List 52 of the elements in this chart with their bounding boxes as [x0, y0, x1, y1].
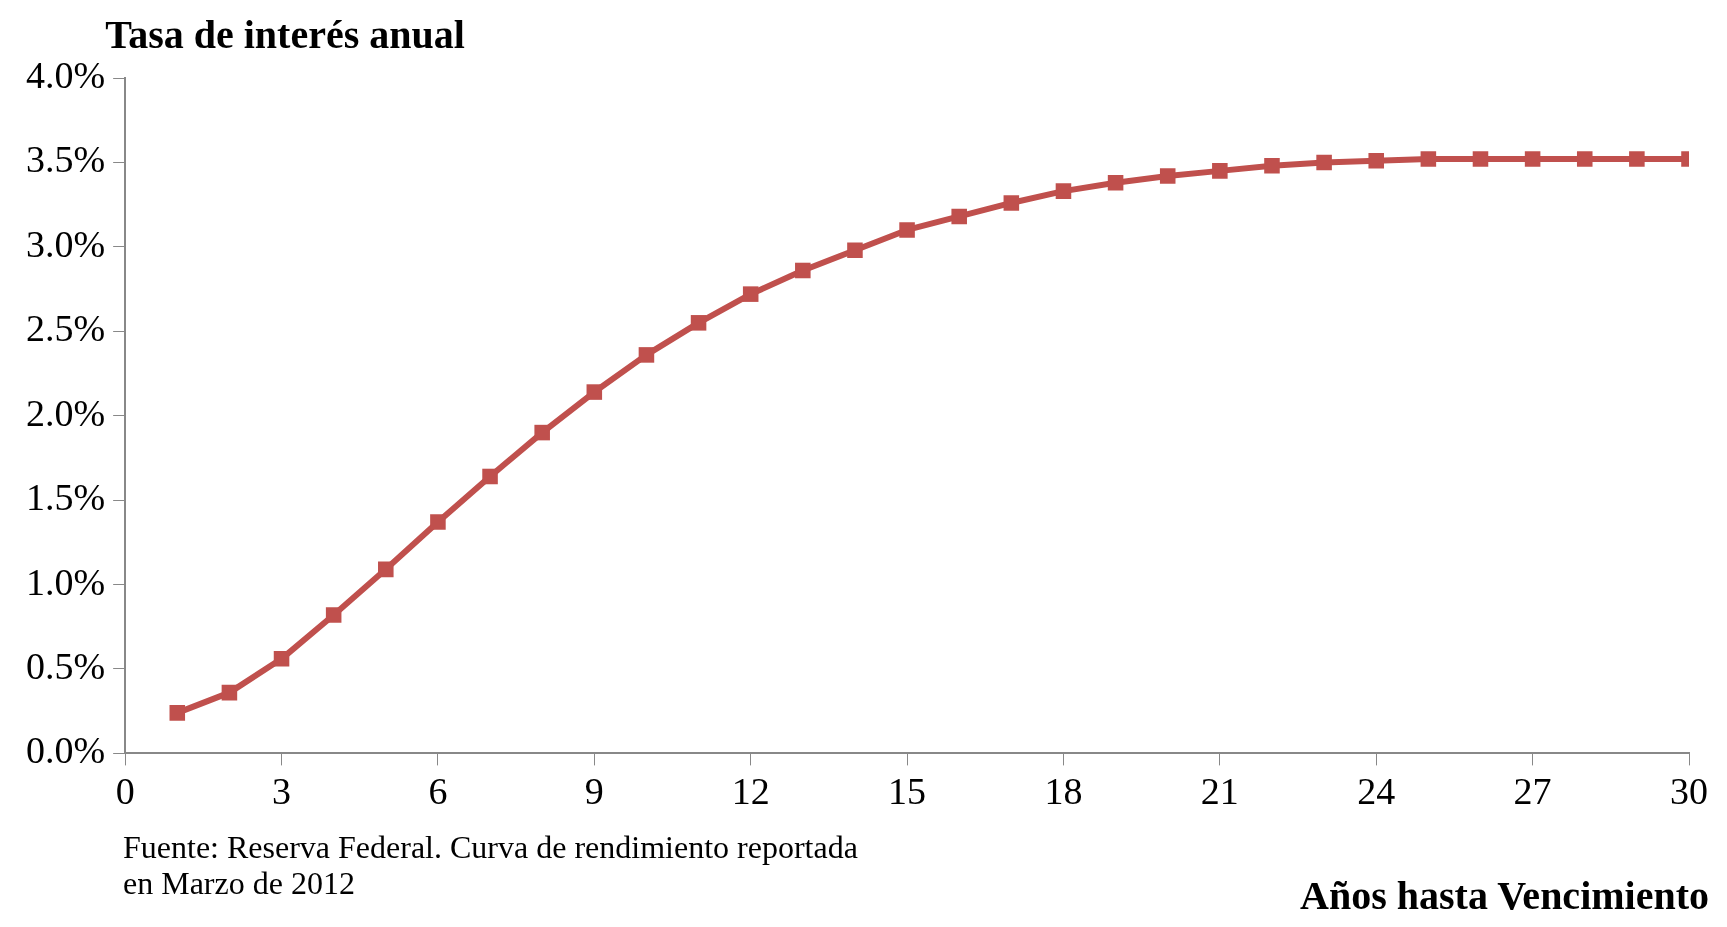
point	[1316, 154, 1332, 171]
point	[1003, 195, 1020, 211]
x-tick-label: 9	[584, 770, 604, 813]
point	[169, 705, 186, 721]
y-tick-label: 2.0%	[26, 391, 106, 434]
point	[534, 424, 550, 441]
y-tick-label: 0.5%	[26, 644, 106, 687]
point	[795, 262, 811, 279]
point	[638, 347, 655, 363]
y-tick-label: 3.5%	[26, 138, 106, 181]
y-axis-title: Tasa de interés anual	[105, 12, 465, 57]
y-tick-label: 1.0%	[26, 560, 106, 603]
point	[325, 607, 342, 623]
y-tick-label: 0.0%	[26, 729, 106, 772]
point	[1524, 151, 1541, 167]
point	[221, 684, 238, 701]
point	[847, 242, 863, 259]
x-tick-label: 30	[1670, 770, 1708, 813]
point	[273, 651, 290, 667]
point	[1576, 151, 1593, 167]
y-tick-label: 1.5%	[26, 476, 106, 519]
point	[1368, 152, 1385, 169]
y-tick-label: 4.0%	[26, 53, 106, 96]
point	[586, 384, 603, 400]
x-tick-label: 6	[428, 770, 448, 813]
source-note: Fuente: Reserva Federal. Curva de rendimiento reportada en Marzo de 2012	[123, 828, 858, 901]
x-tick-label: 21	[1200, 770, 1239, 813]
point	[1472, 151, 1489, 167]
x-tick-label: 15	[888, 770, 927, 813]
x-tick-label: 12	[731, 770, 770, 813]
x-tick-label: 24	[1357, 770, 1396, 813]
x-tick-label: 3	[272, 770, 292, 813]
point	[430, 514, 446, 530]
x-axis-title: Años hasta Vencimiento	[1300, 873, 1709, 919]
x-tick-label: 27	[1513, 770, 1552, 813]
y-tick-label: 2.5%	[26, 307, 106, 350]
point	[899, 222, 915, 238]
point	[1159, 168, 1176, 184]
x-tick-label: 18	[1044, 770, 1083, 813]
point	[1264, 158, 1280, 174]
point	[1629, 151, 1645, 167]
point	[482, 468, 498, 485]
point	[690, 315, 707, 331]
point	[1212, 163, 1228, 179]
point	[1420, 151, 1437, 167]
point	[742, 286, 759, 302]
point	[378, 561, 394, 578]
point	[1055, 183, 1072, 199]
point	[951, 208, 967, 225]
x-tick-label: 0	[115, 770, 135, 813]
point	[1107, 174, 1124, 191]
y-tick-label: 3.0%	[26, 222, 106, 265]
